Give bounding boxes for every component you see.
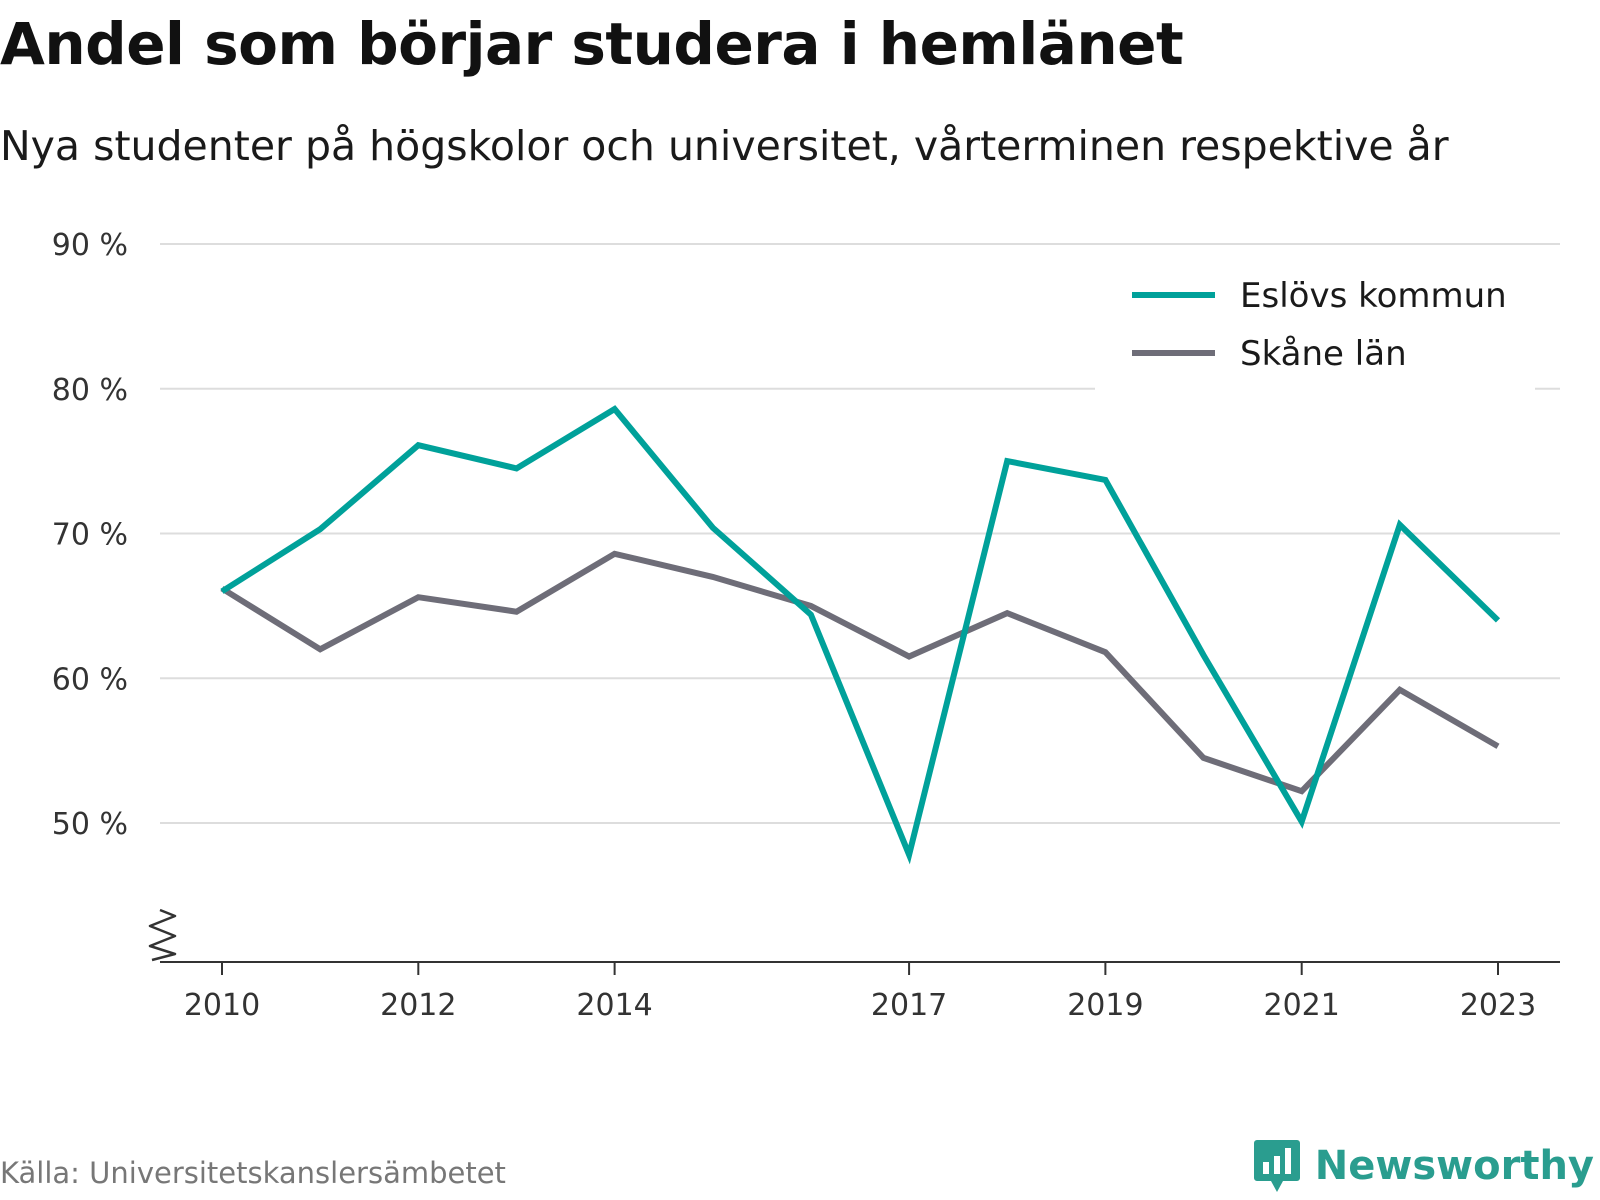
- y-tick-label: 70 %: [52, 518, 128, 553]
- bar-chart-speech-bubble-icon: [1253, 1140, 1300, 1192]
- series-lines: [220, 405, 1501, 865]
- y-axis-ticks: 90 % 80 % 70 % 60 % 50 %: [52, 228, 128, 842]
- brand-name: Newsworthy: [1314, 1143, 1594, 1189]
- x-tick-label: 2021: [1264, 988, 1340, 1023]
- axis-break-icon: [148, 908, 177, 962]
- x-tick-label: 2019: [1067, 988, 1143, 1023]
- x-tick-label: 2010: [184, 988, 260, 1023]
- legend-background: [1095, 262, 1535, 392]
- legend-label-skane: Skåne län: [1240, 334, 1407, 374]
- source-note: Källa: Universitetskanslersämbetet: [0, 1156, 506, 1190]
- y-tick-label: 60 %: [52, 662, 128, 697]
- legend: Eslövs kommun Skåne län: [1095, 262, 1535, 392]
- series-line-eslov: [220, 405, 1501, 865]
- y-tick-label: 90 %: [52, 228, 128, 263]
- x-axis: [148, 908, 1560, 963]
- chart-title: Andel som börjar studera i hemlänet: [0, 10, 1184, 78]
- x-tick-label: 2012: [380, 988, 456, 1023]
- x-tick-label: 2017: [871, 988, 947, 1023]
- x-tick-label: 2023: [1460, 988, 1536, 1023]
- x-tick-label: 2014: [576, 988, 652, 1023]
- chart-subtitle: Nya studenter på högskolor och universit…: [0, 122, 1449, 170]
- brand-logo: Newsworthy: [1253, 1138, 1594, 1194]
- y-tick-label: 80 %: [52, 373, 128, 408]
- line-chart: 90 %80 %70 %60 %50 % 2010 2012 2014 2017 201…: [52, 228, 1560, 1023]
- legend-label-eslov: Eslövs kommun: [1240, 276, 1507, 316]
- series-line-skane: [220, 550, 1500, 795]
- y-tick-label: 50 %: [52, 807, 128, 842]
- x-axis-ticks: 2010 2012 2014 2017 2019 2021 2023: [184, 962, 1536, 1023]
